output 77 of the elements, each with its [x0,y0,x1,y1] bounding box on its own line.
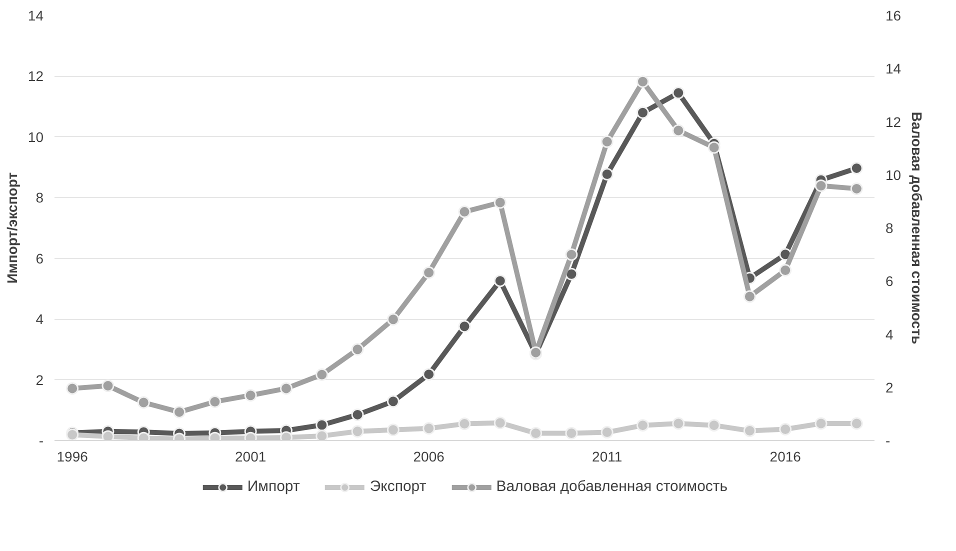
point [422,368,436,381]
point [458,206,471,218]
y2-tick-label: 2 [886,379,894,396]
point [458,320,471,333]
point [743,424,756,438]
y2-tick-label: 8 [886,220,894,236]
point [66,382,79,395]
x-tick-label: 2001 [235,448,266,464]
x-tick-label: 2016 [770,448,802,464]
point [137,396,150,409]
point [244,389,257,402]
y2-tick-label: 12 [886,114,902,130]
point [102,380,114,392]
point [422,422,436,435]
point [600,426,614,439]
point [779,264,792,276]
y2-tick-label: 14 [886,60,902,77]
y2-tick-label: 4 [886,326,894,342]
point [386,424,400,436]
point [351,408,364,421]
point [814,417,828,430]
point [600,168,614,181]
point [102,430,114,440]
point [779,423,792,436]
x-tick-label: 2006 [413,448,445,464]
point [316,418,328,432]
y-tick-label: 4 [36,311,44,328]
point [850,182,863,195]
point [280,382,292,395]
y-tick-label: 10 [28,128,44,145]
point [708,141,720,154]
point [351,425,364,438]
y2-axis-title: Валовая добавленная стоимость [909,112,926,345]
point [316,368,328,381]
point [636,106,650,119]
y2-tick-label: - [886,432,890,448]
point [850,417,863,430]
point [708,419,720,432]
point [636,75,650,88]
x-tick-label: 1996 [56,448,88,464]
point [743,290,756,303]
point [565,426,578,440]
point [814,180,828,192]
y-axis-title: Импорт/экспорт [4,172,20,284]
point [386,313,400,326]
y2-tick-label: 10 [886,166,902,183]
point [850,162,863,174]
y-tick-label: 2 [36,372,44,388]
point [636,419,650,432]
y2-tick-label: 16 [886,8,902,24]
y2-tick-label: 6 [886,273,894,290]
point [351,343,364,356]
point [565,268,578,280]
legend-label: Экспорт [370,478,426,495]
point [672,124,685,137]
point [422,266,436,279]
point [530,426,542,440]
y-tick-label: 12 [28,68,44,84]
x-tick-label: 2011 [592,448,622,464]
y-tick-label: - [38,432,44,448]
point [672,417,685,430]
y-tick-label: 14 [28,8,44,24]
y-tick-label: 6 [36,250,44,266]
legend-label: Валовая добавленная стоимость [496,478,728,495]
point [494,196,506,209]
point [316,430,328,440]
point [565,248,578,261]
point [173,406,186,418]
point [672,86,685,100]
point [458,418,471,430]
point [494,416,506,430]
point [208,395,222,408]
point [600,135,614,148]
point [494,274,506,288]
y-tick-label: 8 [36,190,44,206]
point [386,395,400,408]
legend-label: Импорт [247,478,300,495]
